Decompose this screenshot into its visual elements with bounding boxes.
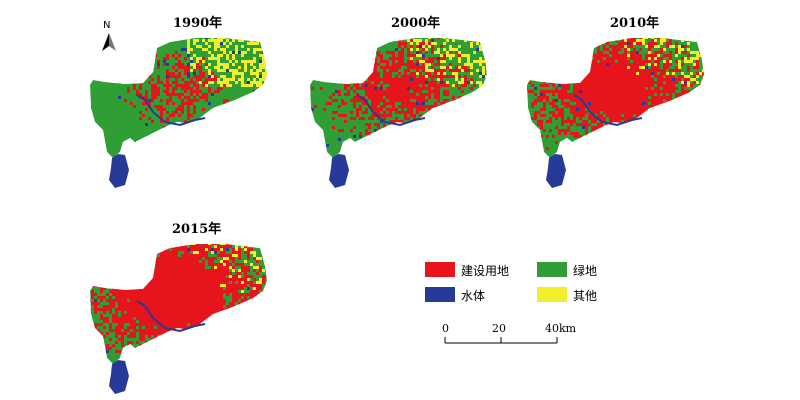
river <box>573 94 643 127</box>
scale-bar <box>444 337 558 344</box>
land-use-pixels <box>90 38 267 158</box>
scale-tick-label-20: 20 <box>492 322 506 335</box>
water-body <box>329 154 349 188</box>
land-use-map-1990 <box>90 38 267 188</box>
river <box>136 300 206 333</box>
legend-swatch-green-space <box>537 262 567 277</box>
land-use-map-2000 <box>310 38 487 188</box>
map-title-2010: 2010年 <box>610 16 660 31</box>
legend-swatch-other <box>537 287 567 302</box>
map-title-2000: 2000年 <box>391 16 441 31</box>
scale-tick-label-0: 0 <box>442 322 449 335</box>
water-body <box>546 154 566 188</box>
land-use-pixels <box>90 244 267 364</box>
legend-swatch-water <box>425 287 455 302</box>
map-title-2015: 2015年 <box>172 222 222 237</box>
north-arrow-label: N <box>103 20 111 31</box>
legend-label-built-up: 建设用地 <box>461 264 510 278</box>
land-use-pixels <box>310 38 487 158</box>
legend-label-other: 其他 <box>573 289 598 303</box>
land-use-map-2010 <box>527 38 704 188</box>
river <box>136 94 206 127</box>
legend-label-green-space: 绿地 <box>573 264 598 278</box>
map-title-1990: 1990年 <box>173 16 223 31</box>
north-arrow-icon <box>102 33 116 51</box>
legend-swatch-built-up <box>425 262 455 277</box>
land-use-pixels <box>527 38 704 158</box>
water-body <box>109 360 129 394</box>
water-body <box>109 154 129 188</box>
scale-tick-label-40: 40km <box>545 322 577 335</box>
legend-label-water: 水体 <box>461 289 486 303</box>
river <box>356 94 426 127</box>
land-use-map-2015 <box>90 244 267 394</box>
